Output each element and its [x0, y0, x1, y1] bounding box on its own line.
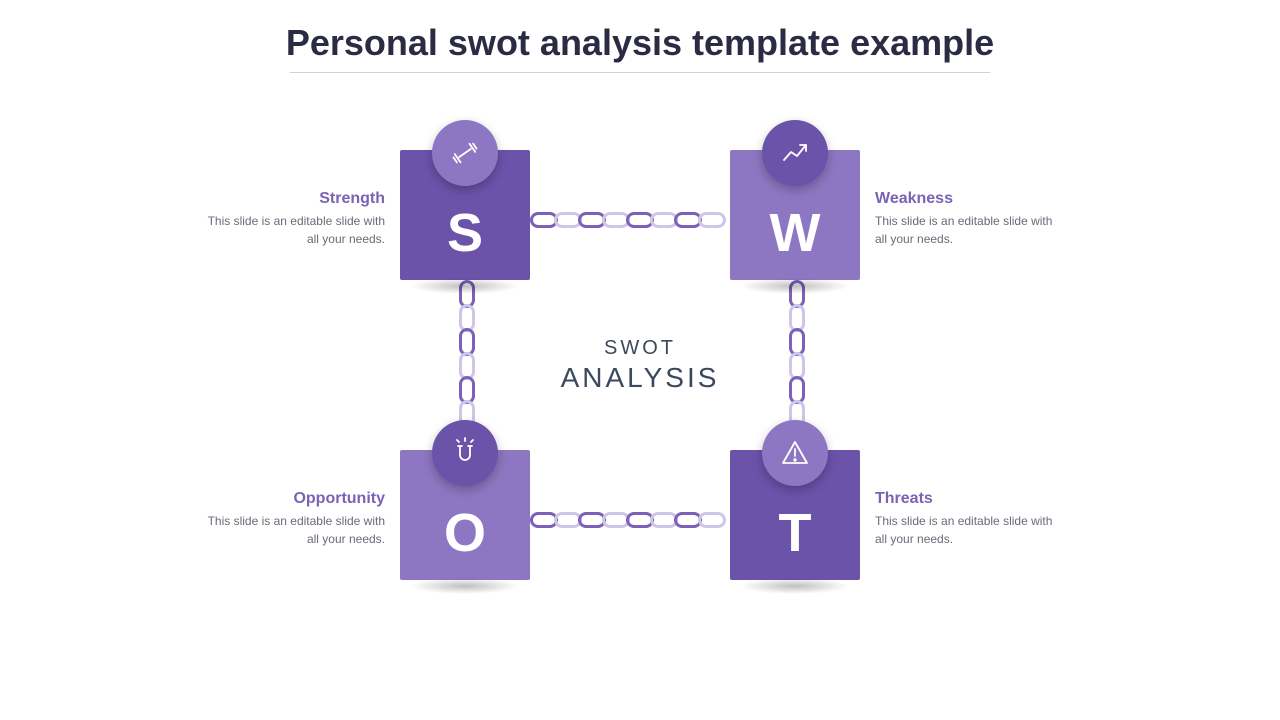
- center-line1: SWOT: [561, 337, 720, 360]
- center-line2: ANALYSIS: [561, 362, 720, 394]
- card-shadow: [410, 578, 520, 594]
- label-threats: Threats: [875, 490, 1055, 508]
- card-shadow: [740, 278, 850, 294]
- letter-w: W: [730, 202, 860, 264]
- magnet-icon: [448, 436, 482, 470]
- circle-opportunity: [432, 420, 498, 486]
- card-shadow: [740, 578, 850, 594]
- page-title: Personal swot analysis template example: [0, 22, 1280, 64]
- trend-up-icon: [778, 136, 812, 170]
- desc-strength: This slide is an editable slide with all…: [205, 212, 385, 248]
- card-shadow: [410, 278, 520, 294]
- label-weakness: Weakness: [875, 190, 1055, 208]
- letter-t: T: [730, 502, 860, 564]
- title-underline: [290, 72, 990, 73]
- dumbbell-icon: [448, 136, 482, 170]
- label-strength: Strength: [205, 190, 385, 208]
- warning-icon: [778, 436, 812, 470]
- letter-s: S: [400, 202, 530, 264]
- card-weakness: W: [730, 150, 860, 280]
- card-strength: S: [400, 150, 530, 280]
- card-opportunity: O: [400, 450, 530, 580]
- desc-threats: This slide is an editable slide with all…: [875, 512, 1055, 548]
- desc-weakness: This slide is an editable slide with all…: [875, 212, 1055, 248]
- desc-opportunity: This slide is an editable slide with all…: [205, 512, 385, 548]
- circle-weakness: [762, 120, 828, 186]
- label-opportunity: Opportunity: [205, 490, 385, 508]
- letter-o: O: [400, 502, 530, 564]
- center-label: SWOT ANALYSIS: [561, 337, 720, 394]
- circle-threats: [762, 420, 828, 486]
- card-threats: T: [730, 450, 860, 580]
- chain-top: [530, 210, 730, 230]
- chain-bottom: [530, 510, 730, 530]
- circle-strength: [432, 120, 498, 186]
